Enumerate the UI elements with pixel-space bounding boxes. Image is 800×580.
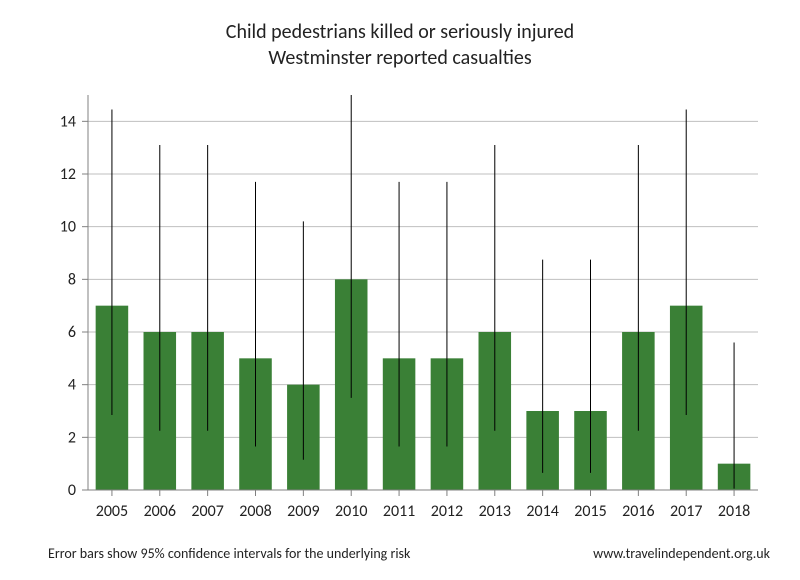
footer-left: Error bars show 95% confidence intervals… bbox=[48, 545, 411, 562]
xtick-label: 2010 bbox=[335, 502, 367, 521]
xtick-label: 2006 bbox=[144, 502, 176, 521]
ytick-label: 8 bbox=[68, 270, 76, 289]
xtick-label: 2008 bbox=[239, 502, 271, 521]
chart-title-line2: Westminster reported casualties bbox=[268, 46, 532, 70]
xtick-label: 2017 bbox=[670, 502, 702, 521]
chart-container: { "chart": { "type": "bar", "title_line1… bbox=[0, 0, 800, 580]
xtick-label: 2011 bbox=[383, 502, 415, 521]
ytick-label: 0 bbox=[68, 481, 76, 500]
xtick-label: 2005 bbox=[96, 502, 128, 521]
chart-title-line1: Child pedestrians killed or seriously in… bbox=[226, 20, 574, 44]
xtick-label: 2015 bbox=[574, 502, 606, 521]
xtick-label: 2013 bbox=[479, 502, 511, 521]
ytick-label: 2 bbox=[68, 428, 76, 447]
xtick-label: 2018 bbox=[718, 502, 750, 521]
ytick-label: 10 bbox=[60, 218, 76, 237]
xtick-label: 2012 bbox=[431, 502, 463, 521]
ytick-label: 14 bbox=[60, 112, 76, 131]
xtick-label: 2014 bbox=[526, 502, 558, 521]
ytick-label: 4 bbox=[68, 376, 76, 395]
xtick-label: 2016 bbox=[622, 502, 654, 521]
chart-svg: 0 2 4 6 8 10 12 14 2005 2006 2007 2008 2009 2010 2011 2… bbox=[0, 0, 800, 580]
xtick-label: 2007 bbox=[191, 502, 223, 521]
ytick-label: 12 bbox=[60, 165, 76, 184]
ytick-label: 6 bbox=[68, 323, 76, 342]
footer-right: www.travelindependent.org.uk bbox=[593, 545, 770, 562]
xtick-label: 2009 bbox=[287, 502, 319, 521]
